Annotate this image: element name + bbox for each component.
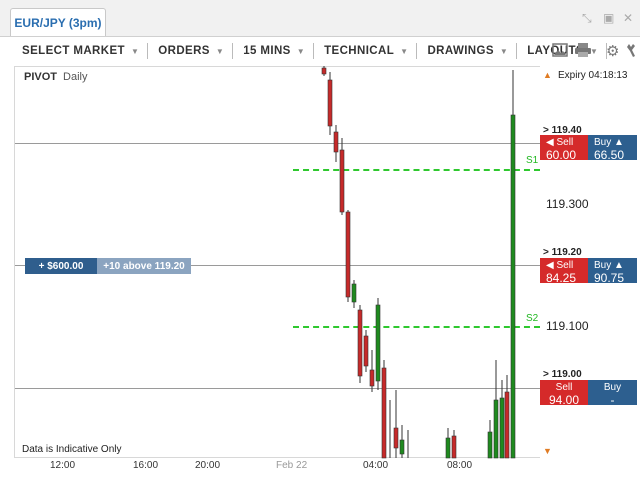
menu-orders[interactable]: ORDERS ▼: [148, 43, 234, 59]
expand-icon[interactable]: ⤡: [582, 11, 592, 25]
chevron-down-icon: ▼: [296, 46, 306, 56]
support-label-s2: S2: [526, 313, 539, 324]
level-label: > 119.20: [543, 247, 582, 258]
sell-button[interactable]: Sell 94.00: [540, 380, 588, 407]
x-tick: 12:00: [50, 460, 76, 471]
axis-price-label: 119.100: [546, 319, 589, 333]
close-icon[interactable]: ✕: [623, 11, 634, 25]
menu-label: LAYOUTS: [527, 45, 584, 57]
sell-label: Sell: [555, 382, 573, 393]
menu-timeframe[interactable]: 15 MINS ▼: [233, 43, 315, 59]
open-order-amount[interactable]: + $600.00: [25, 258, 97, 274]
buy-label: Buy: [594, 260, 612, 271]
buy-arrow-icon: ▲: [614, 260, 624, 271]
restore-icon[interactable]: ▣: [603, 11, 615, 25]
buy-label: Buy: [594, 137, 612, 148]
menu-label: DRAWINGS: [427, 45, 494, 57]
sell-price: 84.25: [546, 271, 577, 285]
menu-drawings[interactable]: DRAWINGS ▼: [417, 43, 518, 59]
menu-label: 15 MINS: [243, 45, 291, 57]
buy-price: -: [610, 393, 615, 407]
sell-button[interactable]: ◀ Sell 84.25: [540, 258, 588, 285]
chevron-down-icon: ▼: [215, 46, 225, 56]
print-icon[interactable]: [574, 42, 592, 58]
level-line-119-40: [15, 143, 540, 144]
x-tick: 20:00: [195, 460, 221, 471]
chart-toolbar: SELECT MARKET ▼ ORDERS ▼ 15 MINS ▼ TECHNICA…: [12, 39, 640, 63]
sell-label: Sell: [556, 260, 574, 271]
x-tick: 16:00: [133, 460, 159, 471]
menu-label: TECHNICAL: [324, 45, 395, 57]
arrow-up-icon[interactable]: ▲: [543, 70, 552, 80]
axis-price-label: 119.300: [546, 197, 589, 211]
level-line-119-20: [15, 265, 540, 266]
x-tick: 04:00: [363, 460, 389, 471]
buy-button[interactable]: Buy ▲ 90.75: [588, 258, 637, 285]
data-disclaimer: Data is Indicative Only: [22, 444, 122, 455]
open-order-description[interactable]: +10 above 119.20: [97, 258, 191, 274]
expiry-timer: Expiry 04:18:13: [558, 70, 628, 81]
indicator-name: PIVOT: [24, 71, 58, 83]
menu-label: ORDERS: [158, 45, 210, 57]
sell-price: 60.00: [546, 148, 577, 162]
buy-price: 66.50: [594, 148, 625, 162]
menu-label: SELECT MARKET: [22, 45, 125, 57]
buy-arrow-icon: ▲: [614, 137, 624, 148]
menu-technical[interactable]: TECHNICAL ▼: [314, 43, 418, 59]
chevron-down-icon: ▼: [589, 46, 599, 56]
level-label: > 119.00: [543, 369, 582, 380]
sell-price: 94.00: [548, 393, 580, 407]
sell-arrow-icon: ◀: [546, 260, 554, 271]
buy-button[interactable]: Buy ▲ 66.50: [588, 135, 637, 162]
menu-select-market[interactable]: SELECT MARKET ▼: [12, 43, 149, 59]
level-label: > 119.40: [543, 125, 582, 136]
chevron-down-icon: ▼: [400, 46, 409, 56]
x-tick: 08:00: [447, 460, 473, 471]
support-label-s1: S1: [526, 155, 539, 166]
x-tick: Feb 22: [276, 460, 308, 471]
sell-arrow-icon: ◀: [546, 137, 554, 148]
support-line-s1: [293, 169, 540, 171]
tab-eurjpy[interactable]: EUR/JPY (3pm): [10, 8, 106, 36]
sell-label: Sell: [556, 137, 574, 148]
chevron-down-icon: ▼: [130, 46, 140, 56]
buy-label: Buy: [603, 382, 622, 393]
sell-button[interactable]: ◀ Sell 60.00: [540, 135, 588, 162]
level-line-119-00: [15, 388, 540, 389]
menu-layouts[interactable]: LAYOUTS ▼: [517, 43, 608, 59]
indicator-label: PIVOT Daily: [24, 71, 87, 83]
buy-price: 90.75: [594, 271, 625, 285]
tab-bar: [0, 0, 640, 37]
image-icon[interactable]: [552, 43, 568, 57]
buy-button[interactable]: Buy -: [588, 380, 637, 407]
support-line-s2: [293, 326, 540, 328]
wrench-icon[interactable]: [626, 43, 638, 57]
indicator-period: Daily: [63, 71, 88, 83]
arrow-down-icon[interactable]: ▼: [543, 446, 552, 456]
chevron-down-icon: ▼: [499, 46, 509, 56]
gear-icon[interactable]: ⚙: [606, 43, 620, 60]
